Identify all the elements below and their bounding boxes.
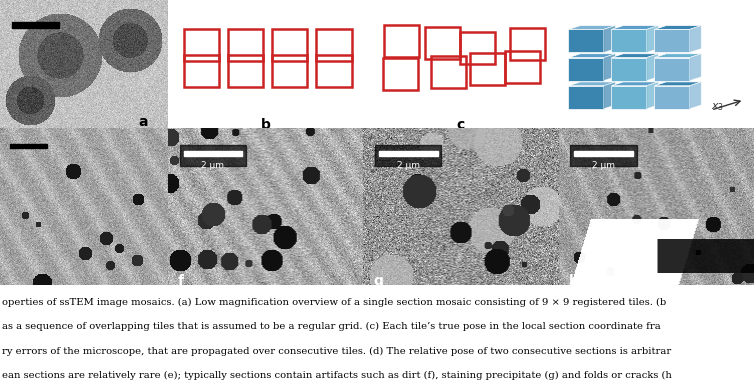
Polygon shape	[569, 57, 604, 81]
Polygon shape	[604, 82, 615, 109]
Polygon shape	[611, 29, 647, 52]
Polygon shape	[611, 86, 647, 109]
Bar	[179, 145, 246, 166]
Text: ean sections are relatively rare (e); typically sections contain artifacts such : ean sections are relatively rare (e); ty…	[2, 371, 672, 380]
Polygon shape	[569, 25, 615, 29]
Text: $x_3$: $x_3$	[711, 101, 724, 113]
Bar	[470, 53, 505, 85]
Bar	[460, 32, 495, 63]
Polygon shape	[611, 57, 647, 81]
Polygon shape	[611, 54, 658, 57]
Text: operties of ssTEM image mosaics. (a) Low magnification overview of a single sect: operties of ssTEM image mosaics. (a) Low…	[2, 298, 667, 307]
Bar	[317, 55, 351, 87]
Polygon shape	[647, 25, 658, 52]
Bar	[384, 25, 419, 57]
Bar	[575, 151, 633, 156]
Bar	[228, 29, 263, 61]
Polygon shape	[611, 82, 658, 86]
Bar	[505, 51, 540, 83]
Polygon shape	[604, 25, 615, 52]
Bar	[184, 29, 219, 61]
Polygon shape	[611, 25, 658, 29]
Polygon shape	[569, 29, 604, 52]
Bar	[272, 29, 308, 61]
Polygon shape	[690, 82, 701, 109]
Text: b: b	[261, 118, 271, 132]
Text: h: h	[569, 274, 578, 288]
Polygon shape	[647, 54, 658, 81]
Polygon shape	[654, 82, 701, 86]
Bar	[431, 56, 466, 88]
Bar	[570, 145, 637, 166]
Bar	[317, 29, 351, 61]
Polygon shape	[569, 54, 615, 57]
Bar	[272, 55, 308, 87]
Polygon shape	[569, 86, 604, 109]
Text: c: c	[457, 118, 465, 132]
Text: 2 μm: 2 μm	[201, 161, 225, 170]
Text: ry errors of the microscope, that are propagated over consecutive tiles. (d) The: ry errors of the microscope, that are pr…	[2, 346, 672, 355]
Bar	[184, 55, 219, 87]
Bar	[184, 151, 242, 156]
Bar	[510, 28, 545, 59]
Bar	[383, 58, 418, 90]
Polygon shape	[654, 54, 701, 57]
Polygon shape	[690, 25, 701, 52]
Polygon shape	[569, 82, 615, 86]
Bar	[375, 145, 441, 166]
Text: f: f	[178, 274, 184, 288]
Bar	[425, 27, 460, 59]
Text: a: a	[138, 115, 148, 129]
Polygon shape	[654, 57, 690, 81]
Text: 2 μm: 2 μm	[592, 161, 615, 170]
Polygon shape	[690, 54, 701, 81]
Polygon shape	[654, 29, 690, 52]
Bar	[12, 22, 59, 28]
Text: 2 μm: 2 μm	[397, 161, 420, 170]
Polygon shape	[654, 25, 701, 29]
Polygon shape	[604, 54, 615, 81]
Bar	[228, 55, 263, 87]
Text: as a sequence of overlapping tiles that is assumed to be a regular grid. (c) Eac: as a sequence of overlapping tiles that …	[2, 322, 661, 331]
Bar	[379, 151, 437, 156]
Bar	[10, 144, 47, 149]
Polygon shape	[647, 82, 658, 109]
Polygon shape	[654, 86, 690, 109]
Text: g: g	[373, 274, 383, 288]
